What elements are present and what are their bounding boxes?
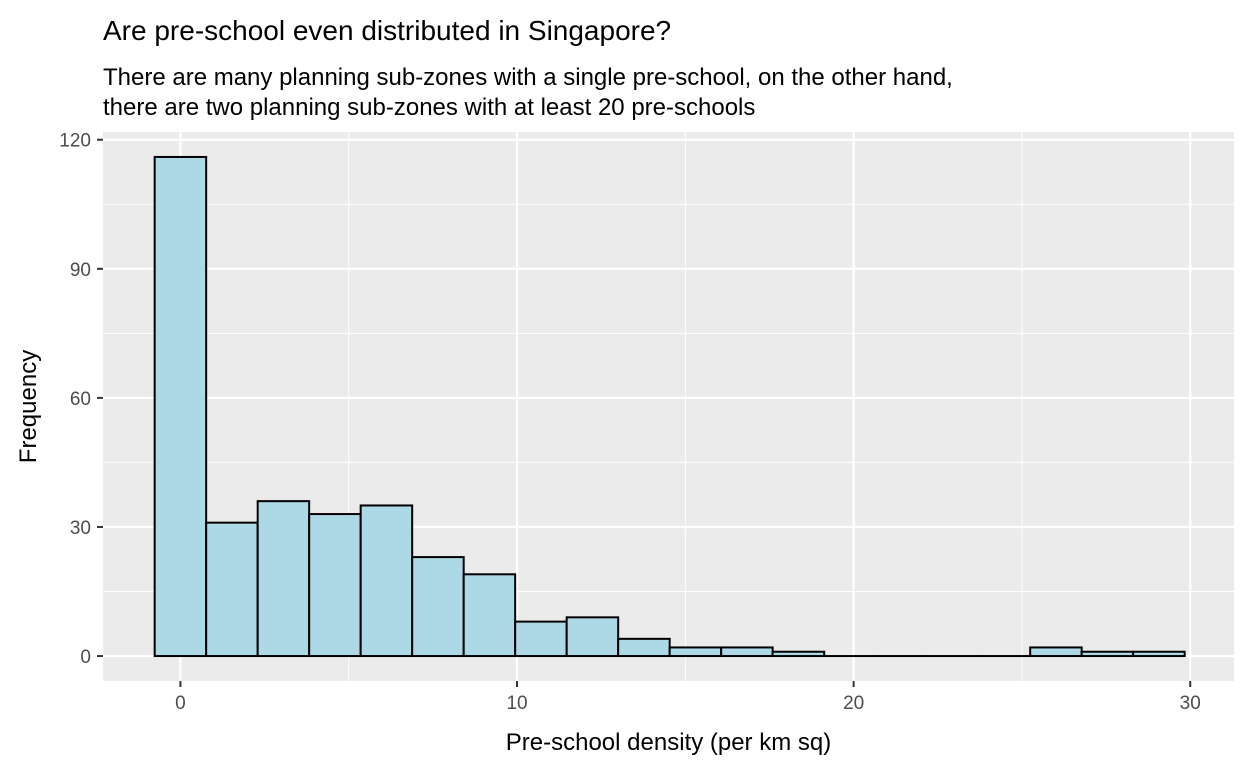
histogram-bar <box>668 646 723 658</box>
x-tick-label: 30 <box>1180 693 1201 714</box>
chart-subtitle-line-1: There are many planning sub-zones with a… <box>103 64 953 91</box>
chart-title: Are pre-school even distributed in Singa… <box>103 15 671 46</box>
histogram-bar <box>565 616 620 658</box>
x-tick-label: 10 <box>506 693 527 714</box>
x-axis-title: Pre-school density (per km sq) <box>506 729 831 756</box>
chart-subtitle-line-2: there are two planning sub-zones with at… <box>103 94 755 121</box>
x-tick-label: 0 <box>175 693 186 714</box>
y-axis-title: Frequency <box>15 350 42 463</box>
histogram-bar <box>411 556 465 658</box>
histogram-bar <box>720 646 774 658</box>
histogram-bar <box>359 504 414 658</box>
histogram-bars <box>153 155 1186 658</box>
histogram-bar <box>153 155 208 658</box>
y-axis-ticks: 0 30 60 90 120 <box>59 131 103 668</box>
histogram-bar <box>308 513 362 658</box>
histogram-bar <box>771 650 826 658</box>
y-tick-label: 90 <box>70 260 91 281</box>
histogram-bar <box>205 521 259 658</box>
x-axis-ticks: 0 10 20 30 <box>175 681 1201 714</box>
histogram-bar <box>1080 650 1135 658</box>
histogram-bar <box>1132 650 1186 658</box>
x-tick-label: 20 <box>843 693 864 714</box>
y-tick-label: 120 <box>59 131 91 152</box>
y-tick-label: 0 <box>80 647 91 668</box>
y-tick-label: 60 <box>70 389 91 410</box>
histogram-bar <box>514 620 568 658</box>
histogram-bar <box>256 500 311 658</box>
histogram-bar <box>617 637 671 658</box>
y-tick-label: 30 <box>70 518 91 539</box>
histogram-bar <box>462 573 517 658</box>
histogram-bar <box>1029 646 1083 658</box>
